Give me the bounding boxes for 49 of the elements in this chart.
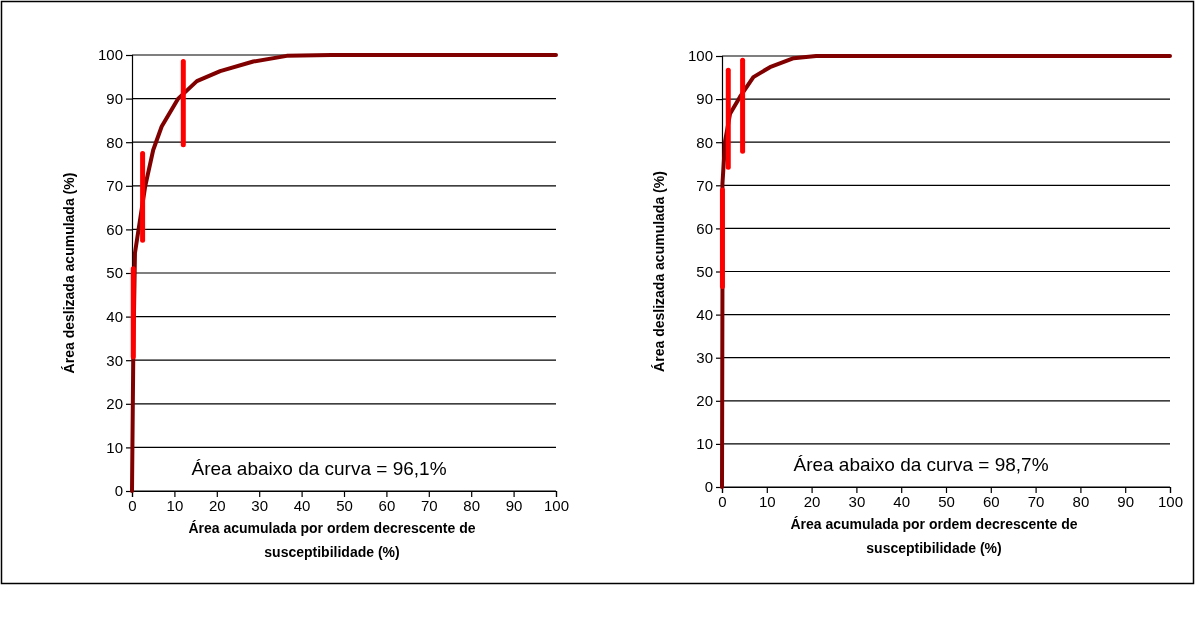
x-tick-label: 80 — [463, 496, 481, 514]
y-tick-label: 30 — [106, 351, 123, 369]
x-tick-label: 30 — [251, 496, 269, 514]
y-tick-label: 80 — [696, 133, 713, 151]
y-tick-label: 90 — [106, 89, 123, 107]
x-tick-label: 20 — [208, 496, 226, 514]
y-tick-label: 70 — [696, 176, 713, 194]
x-axis-title: Área acumulada por ordem decrescente de susceptibilidade (%) — [188, 520, 476, 560]
y-tick-label: 40 — [696, 305, 713, 323]
y-axis-title: Área deslizada acumulada (%) — [651, 171, 667, 372]
y-tick-label: 70 — [106, 177, 123, 195]
y-tick-label: 100 — [687, 47, 713, 65]
x-tick-label: 10 — [758, 492, 776, 510]
x-axis-title: Área acumulada por ordem decrescente de susceptibilidade (%) — [790, 516, 1078, 556]
y-tick-label: 60 — [106, 220, 123, 238]
y-tick-label: 0 — [704, 478, 713, 496]
x-tick-label: 90 — [505, 496, 523, 514]
x-tick-label: 40 — [293, 496, 311, 514]
y-axis-title: Área deslizada acumulada (%) — [61, 172, 77, 374]
y-tick-label: 20 — [106, 395, 123, 413]
annotation: Área abaixo da curva = 96,1% — [191, 458, 447, 479]
x-tick-label: 10 — [166, 496, 184, 514]
annotation: Área abaixo da curva = 98,7% — [793, 454, 1049, 475]
y-tick-label: 100 — [97, 46, 123, 64]
y-tick-label: 50 — [106, 264, 123, 282]
x-tick-label: 50 — [336, 496, 353, 514]
x-tick-label: 100 — [543, 496, 570, 514]
y-tick-label: 10 — [696, 435, 713, 453]
y-tick-label: 60 — [696, 219, 713, 237]
x-tick-label: 60 — [378, 496, 396, 514]
x-tick-label: 0 — [128, 496, 137, 514]
y-tick-label: 10 — [106, 438, 123, 456]
x-tick-label: 50 — [938, 492, 955, 510]
x-tick-label: 40 — [893, 492, 911, 510]
y-tick-label: 40 — [106, 307, 123, 325]
x-tick-label: 100 — [1157, 492, 1184, 510]
x-tick-label: 70 — [1027, 492, 1045, 510]
y-tick-label: 90 — [696, 90, 713, 108]
x-tick-label: 30 — [848, 492, 866, 510]
y-tick-label: 30 — [696, 349, 713, 366]
y-tick-label: 20 — [696, 392, 713, 410]
x-tick-label: 60 — [982, 492, 1000, 510]
x-tick-label: 0 — [718, 492, 727, 510]
x-tick-label: 20 — [803, 492, 821, 510]
x-tick-label: 90 — [1117, 492, 1135, 510]
y-tick-label: 50 — [696, 262, 713, 280]
y-tick-label: 80 — [106, 133, 123, 151]
x-tick-label: 80 — [1072, 492, 1090, 510]
x-tick-label: 70 — [420, 496, 438, 514]
